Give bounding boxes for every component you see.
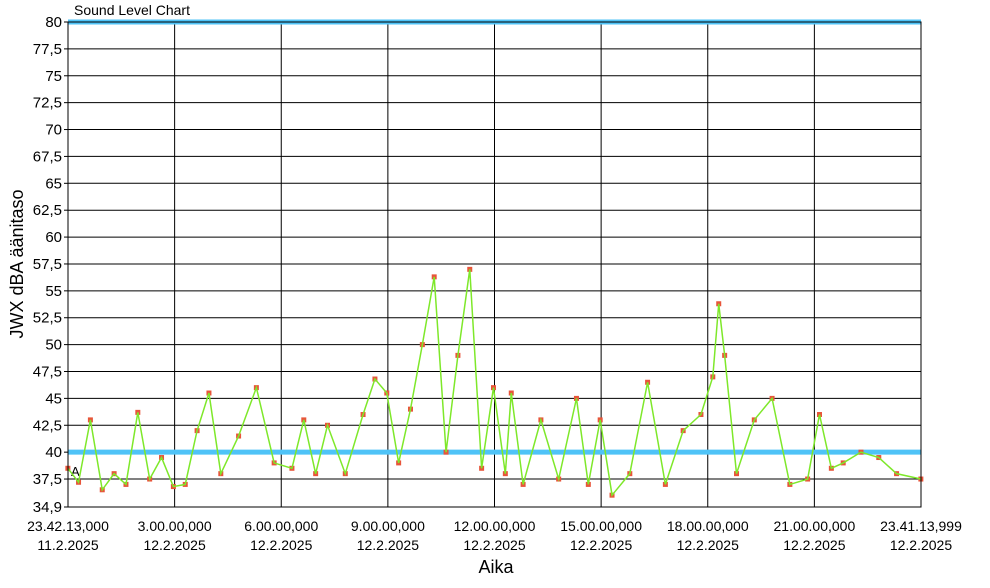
x-tick-time: 9.00.00,000 xyxy=(351,518,425,534)
y-tick-label: 37,5 xyxy=(33,471,62,488)
chart-title: Sound Level Chart xyxy=(74,2,190,18)
x-tick-time: 18.00.00,000 xyxy=(667,518,749,534)
y-tick-label: 72,5 xyxy=(33,95,62,112)
x-tick-time: 23.41.13,999 xyxy=(880,518,962,534)
y-tick-label: 52,5 xyxy=(33,310,62,327)
x-tick-date: 12.2.2025 xyxy=(463,537,525,553)
x-axis-ticks: 23.42.13,000 11.2.2025 3.00.00,000 12.2.202… xyxy=(27,518,962,553)
x-tick-time: 15.00.00,000 xyxy=(560,518,642,534)
y-tick-label: 65 xyxy=(45,175,62,192)
x-tick-time: 21.00.00,000 xyxy=(774,518,856,534)
y-tick-label: 55 xyxy=(45,283,62,300)
x-tick-date: 12.2.2025 xyxy=(570,537,632,553)
y-tick-label: 70 xyxy=(45,122,62,139)
y-tick-label: 67,5 xyxy=(33,148,62,165)
y-axis-ticks: 80 77,5 75 72,5 70 67,5 65 62,5 60 57,5 55 52,5 50 47… xyxy=(33,14,68,516)
y-tick-label: 50 xyxy=(45,337,62,354)
reference-line-label: A xyxy=(71,464,80,479)
y-tick-label: 77,5 xyxy=(33,41,62,58)
x-tick-date: 12.2.2025 xyxy=(890,537,952,553)
y-tick-label: 60 xyxy=(45,229,62,246)
x-tick-date: 12.2.2025 xyxy=(783,537,845,553)
x-tick-date: 12.2.2025 xyxy=(143,537,205,553)
y-tick-label: 57,5 xyxy=(33,256,62,273)
x-tick-date: 12.2.2025 xyxy=(677,537,739,553)
y-tick-label: 80 xyxy=(45,14,62,31)
x-tick-date: 12.2.2025 xyxy=(250,537,312,553)
x-tick-time: 6.00.00,000 xyxy=(244,518,318,534)
x-tick-time: 12.00.00,000 xyxy=(454,518,536,534)
y-tick-label: 62,5 xyxy=(33,202,62,219)
y-tick-label: 45 xyxy=(45,390,62,407)
data-series xyxy=(65,266,924,498)
plot-frame xyxy=(67,21,922,508)
y-tick-label: 75 xyxy=(45,68,62,85)
y-axis-title: JWX dBA äänitaso xyxy=(7,189,27,338)
x-tick-date: 12.2.2025 xyxy=(357,537,419,553)
y-tick-label: 42,5 xyxy=(33,417,62,434)
y-tick-label: 47,5 xyxy=(33,364,62,381)
y-tick-label: 40 xyxy=(45,444,62,461)
x-tick-time: 3.00.00,000 xyxy=(138,518,212,534)
x-tick-date: 11.2.2025 xyxy=(37,537,98,553)
x-axis-title: Aika xyxy=(478,557,514,577)
x-tick-time: 23.42.13,000 xyxy=(27,518,109,534)
series-line xyxy=(67,269,922,497)
y-tick-label: 34,9 xyxy=(33,499,62,516)
